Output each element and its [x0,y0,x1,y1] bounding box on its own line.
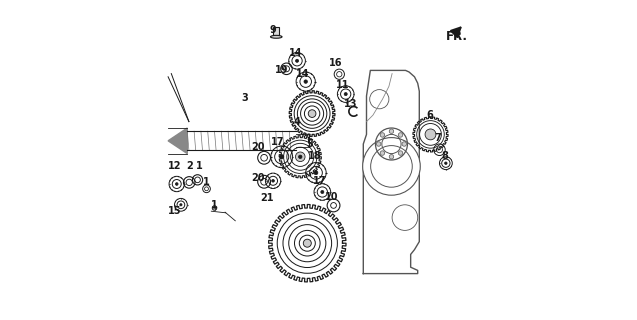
Text: 17: 17 [313,176,326,186]
Circle shape [402,142,406,146]
Circle shape [380,133,385,137]
Text: 14: 14 [289,48,303,58]
Text: 5: 5 [306,139,313,149]
Text: 20: 20 [251,142,264,152]
Circle shape [280,155,284,159]
Ellipse shape [271,36,282,38]
Circle shape [212,206,217,210]
Text: 6: 6 [427,110,433,120]
Circle shape [175,183,178,185]
Text: 15: 15 [168,206,182,216]
Circle shape [376,142,381,146]
Circle shape [425,129,436,140]
Circle shape [369,90,389,109]
Text: 8: 8 [441,151,448,161]
Circle shape [314,171,318,175]
Text: 7: 7 [434,132,441,143]
Text: 10: 10 [324,192,338,202]
Circle shape [362,138,420,195]
Text: 20: 20 [251,172,264,183]
Circle shape [303,239,311,247]
Text: 17: 17 [271,137,284,148]
Circle shape [398,133,403,137]
Text: 2: 2 [186,161,192,172]
Text: 21: 21 [261,193,274,204]
Text: 1: 1 [210,200,217,210]
Text: 19: 19 [275,65,289,76]
Circle shape [296,59,299,62]
Circle shape [389,129,394,133]
Circle shape [299,155,302,158]
Text: 12: 12 [168,161,182,172]
Circle shape [398,151,403,155]
Circle shape [445,162,447,164]
Circle shape [296,152,305,162]
Text: 1: 1 [203,177,210,188]
Text: 11: 11 [336,80,350,90]
Text: 4: 4 [294,116,301,127]
Circle shape [392,205,418,230]
Text: 16: 16 [329,58,343,68]
Circle shape [308,110,316,117]
Circle shape [344,92,347,96]
Text: 3: 3 [241,92,248,103]
Bar [273,27,279,37]
Circle shape [380,151,385,155]
Circle shape [180,204,182,206]
Text: 18: 18 [308,151,321,161]
Text: 14: 14 [296,68,309,79]
Circle shape [272,180,275,182]
Text: FR.: FR. [445,30,468,44]
Circle shape [304,80,308,83]
Circle shape [389,155,394,159]
Text: 9: 9 [269,25,276,36]
Text: 1: 1 [196,161,202,172]
Polygon shape [168,128,187,154]
Text: 13: 13 [344,99,357,109]
Circle shape [321,190,324,194]
